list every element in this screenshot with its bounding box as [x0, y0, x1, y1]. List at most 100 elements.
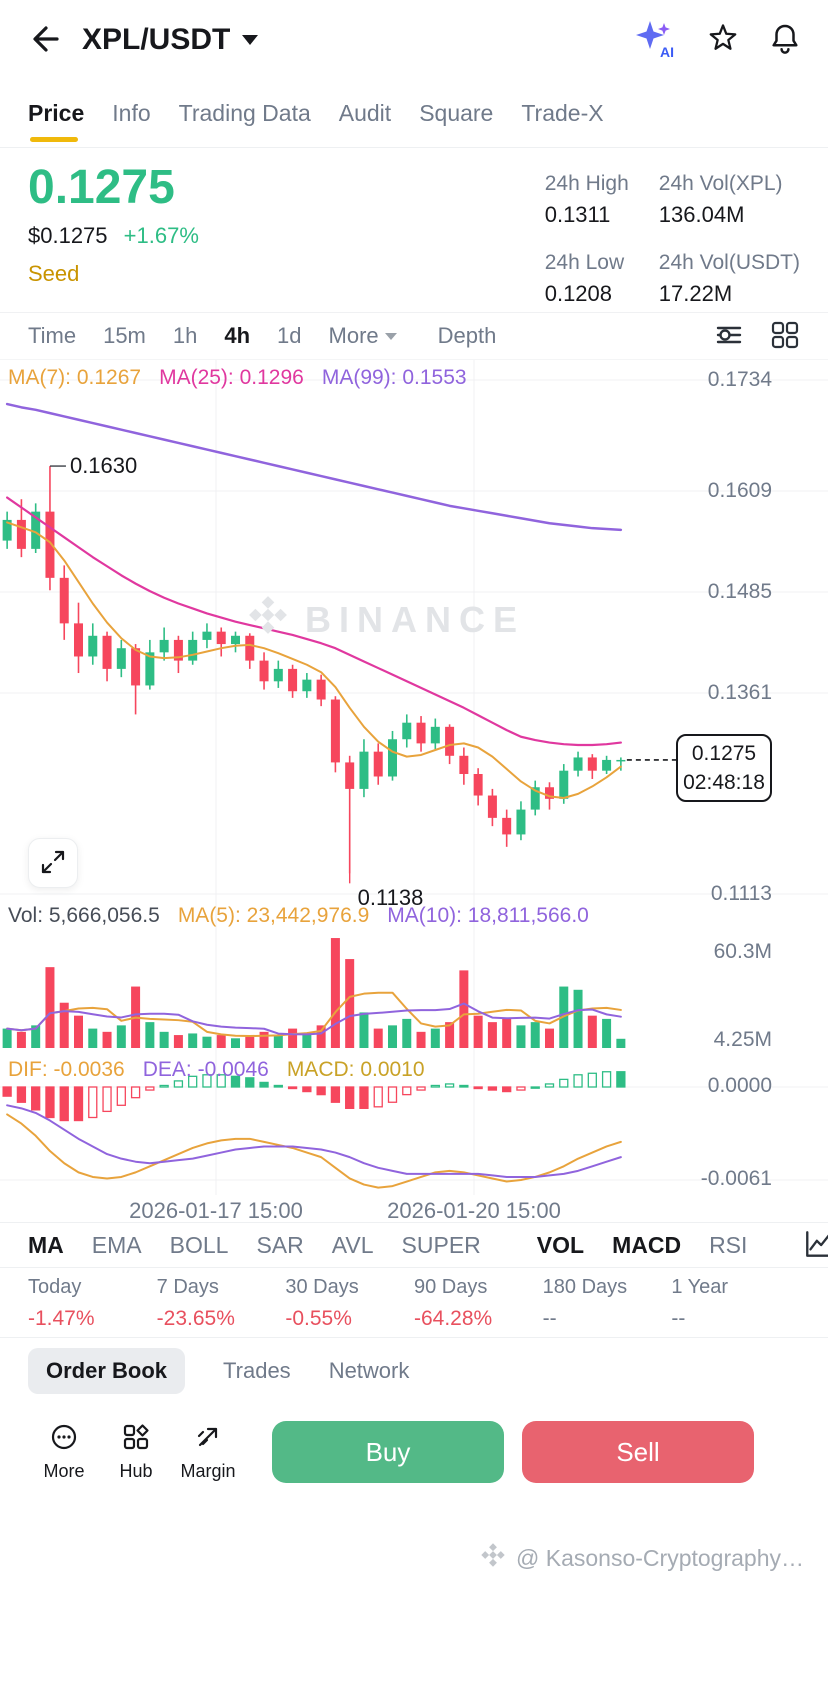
vol-axis-label: 60.3M [713, 940, 772, 963]
chart-panel: MA(7): 0.1267 MA(25): 0.1296 MA(99): 0.1… [0, 360, 828, 1223]
more-button[interactable]: More [28, 1423, 100, 1482]
layout-grid-button[interactable] [770, 320, 800, 353]
perf-90d: 90 Days -64.28% [414, 1276, 493, 1330]
price-summary: 0.1275 $0.1275 +1.67% Seed 24h High 0.131… [0, 148, 828, 312]
back-arrow-icon [26, 21, 62, 60]
binance-diamond-icon [247, 594, 289, 645]
tf-depth[interactable]: Depth [437, 323, 497, 348]
current-price-tag: 0.1275 02:48:18 [676, 733, 772, 802]
tab-square[interactable]: Square [419, 100, 494, 126]
hub-button[interactable]: Hub [100, 1423, 172, 1482]
vol-value: Vol: 5,666,056.5 [8, 904, 160, 927]
tf-time[interactable]: Time [28, 323, 77, 348]
indicator-vol[interactable]: VOL [536, 1231, 585, 1258]
hub-label: Hub [119, 1460, 153, 1481]
arrow-trade-icon [194, 1423, 222, 1456]
fullscreen-button[interactable] [28, 838, 78, 888]
performance-summary: Today -1.47% 7 Days -23.65% 30 Days -0.55% … [0, 1268, 828, 1338]
watermark-text: BINANCE [304, 598, 525, 640]
indicator-rsi[interactable]: RSI [709, 1231, 748, 1258]
macd-axis-label: 0.0000 [707, 1074, 772, 1097]
tab-trade-x[interactable]: Trade-X [521, 100, 604, 126]
chart-edit-icon [803, 1228, 828, 1263]
chart-settings-icon [714, 320, 744, 353]
dif-value: DIF: -0.0036 [8, 1058, 125, 1081]
stat-24h-low: 24h Low 0.1208 [544, 251, 625, 306]
ma-legend: MA(7): 0.1267 MA(25): 0.1296 MA(99): 0.1… [8, 366, 467, 390]
x-axis-date: 2026-01-17 15:00 [129, 1198, 303, 1223]
indicator-avl[interactable]: AVL [331, 1231, 374, 1258]
margin-label: Margin [180, 1460, 236, 1481]
chevron-down-icon [242, 35, 259, 45]
macd-legend: DIF: -0.0036 DEA: -0.0046 MACD: 0.0010 [8, 1058, 425, 1082]
market-tabs: Order Book Trades Network [0, 1338, 828, 1404]
price-chart-canvas[interactable] [0, 360, 828, 1222]
stat-24h-high: 24h High 0.1311 [544, 172, 629, 227]
indicator-ma[interactable]: MA [28, 1231, 64, 1258]
tab-audit[interactable]: Audit [338, 100, 392, 126]
vol-ma5: MA(5): 23,442,976.9 [177, 904, 370, 927]
grid-layout-icon [770, 320, 800, 353]
y-axis-label: 0.1609 [707, 479, 772, 502]
indicator-sar[interactable]: SAR [256, 1231, 304, 1258]
star-icon [706, 22, 740, 59]
stat-24h-vol-usdt: 24h Vol(USDT) 17.22M [658, 251, 800, 306]
symbol-selector[interactable]: XPL/USDT [82, 23, 259, 57]
chevron-down-icon [384, 332, 397, 340]
bell-icon [768, 22, 802, 59]
perf-today: Today -1.47% [28, 1276, 95, 1330]
perf-7d: 7 Days -23.65% [156, 1276, 235, 1330]
tf-1h[interactable]: 1h [172, 323, 198, 348]
tf-more-dropdown[interactable]: More [329, 323, 397, 349]
vol-ma10: MA(10): 18,811,566.0 [387, 904, 589, 927]
tab-info[interactable]: Info [112, 100, 151, 126]
sell-button[interactable]: Sell [522, 1421, 754, 1483]
timeframe-toolbar: Time 15m 1h 4h 1d More Depth [0, 312, 828, 360]
tab-network[interactable]: Network [328, 1358, 410, 1383]
tab-trades[interactable]: Trades [223, 1358, 291, 1383]
margin-button[interactable]: Margin [172, 1423, 244, 1482]
low-annotation: 0.1138 [357, 885, 424, 911]
circle-ellipsis-icon [50, 1423, 78, 1456]
tab-trading-data[interactable]: Trading Data [178, 100, 311, 126]
stats-grid: 24h High 0.1311 24h Vol(XPL) 136.04M 24h L… [545, 160, 800, 312]
current-price: 0.1275 [691, 741, 757, 765]
notifications-button[interactable] [768, 22, 802, 59]
perf-1y: 1 Year -- [671, 1276, 729, 1330]
price-change: +1.67% [123, 223, 199, 249]
binance-diamond-icon [480, 1542, 506, 1574]
favorite-button[interactable] [706, 22, 740, 59]
perf-30d: 30 Days -0.55% [285, 1276, 359, 1330]
x-axis-date: 2026-01-20 15:00 [387, 1198, 561, 1223]
ma7-legend: MA(7): 0.1267 [8, 366, 142, 389]
tf-15m[interactable]: 15m [103, 323, 146, 348]
binance-watermark: BINANCE [0, 594, 772, 645]
tf-1d[interactable]: 1d [277, 323, 302, 348]
ma25-legend: MA(25): 0.1296 [159, 366, 304, 389]
ai-assistant-button[interactable]: AI [630, 19, 678, 61]
indicator-settings-button[interactable] [714, 320, 744, 353]
indicator-super[interactable]: SUPER [401, 1231, 481, 1258]
symbol-label: XPL/USDT [82, 23, 231, 56]
buy-button[interactable]: Buy [272, 1421, 504, 1483]
ai-sparkle-icon: AI [636, 21, 674, 60]
squares-icon [122, 1423, 150, 1456]
tab-price[interactable]: Price [28, 80, 84, 147]
seed-tag[interactable]: Seed [28, 261, 80, 287]
more-label: More [43, 1460, 85, 1481]
watermark-text: @ Kasonso-Cryptography… [516, 1544, 804, 1571]
tab-order-book[interactable]: Order Book [28, 1348, 186, 1394]
indicator-boll[interactable]: BOLL [169, 1231, 229, 1258]
indicator-edit-button[interactable] [803, 1228, 828, 1263]
share-watermark: @ Kasonso-Cryptography… [0, 1500, 828, 1574]
top-bar: XPL/USDT AI [0, 0, 828, 80]
tf-4h[interactable]: 4h [224, 323, 251, 348]
countdown-timer: 02:48:18 [683, 770, 765, 794]
indicator-macd[interactable]: MACD [612, 1231, 682, 1258]
indicator-ema[interactable]: EMA [91, 1231, 142, 1258]
back-button[interactable] [26, 21, 62, 60]
macd-value: MACD: 0.0010 [286, 1058, 425, 1081]
indicator-tabs: MA EMA BOLL SAR AVL SUPER VOL MACD RSI [0, 1222, 828, 1268]
y-axis-label: 0.1361 [707, 681, 772, 704]
y-axis-label: 0.1734 [707, 368, 772, 391]
